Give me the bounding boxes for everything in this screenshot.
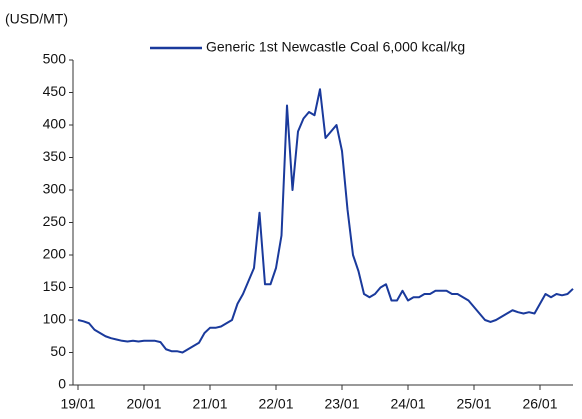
x-tick-label: 22/01	[258, 396, 293, 412]
y-tick-label: 400	[43, 116, 67, 132]
y-tick-label: 350	[43, 148, 67, 164]
y-tick-label: 0	[58, 376, 66, 392]
y-tick-label: 150	[43, 278, 67, 294]
data-line	[77, 88, 574, 354]
y-tick-label: 250	[43, 213, 67, 229]
y-axis-label: (USD/MT)	[5, 11, 68, 27]
x-tick-label: 25/01	[456, 396, 491, 412]
y-tick-label: 200	[43, 246, 67, 262]
x-tick-label: 20/01	[126, 396, 161, 412]
x-tick-label: 23/01	[324, 396, 359, 412]
y-tick-label: 100	[43, 311, 67, 327]
y-tick-label: 450	[43, 83, 67, 99]
x-tick-label: 24/01	[390, 396, 425, 412]
x-tick-label: 21/01	[192, 396, 227, 412]
y-tick-label: 50	[50, 343, 66, 359]
y-tick-label: 300	[43, 181, 67, 197]
legend-label: Generic 1st Newcastle Coal 6,000 kcal/kg	[206, 39, 465, 55]
y-tick-label: 500	[43, 51, 67, 67]
x-tick-label: 19/01	[60, 396, 95, 412]
x-tick-label: 26/01	[522, 396, 557, 412]
